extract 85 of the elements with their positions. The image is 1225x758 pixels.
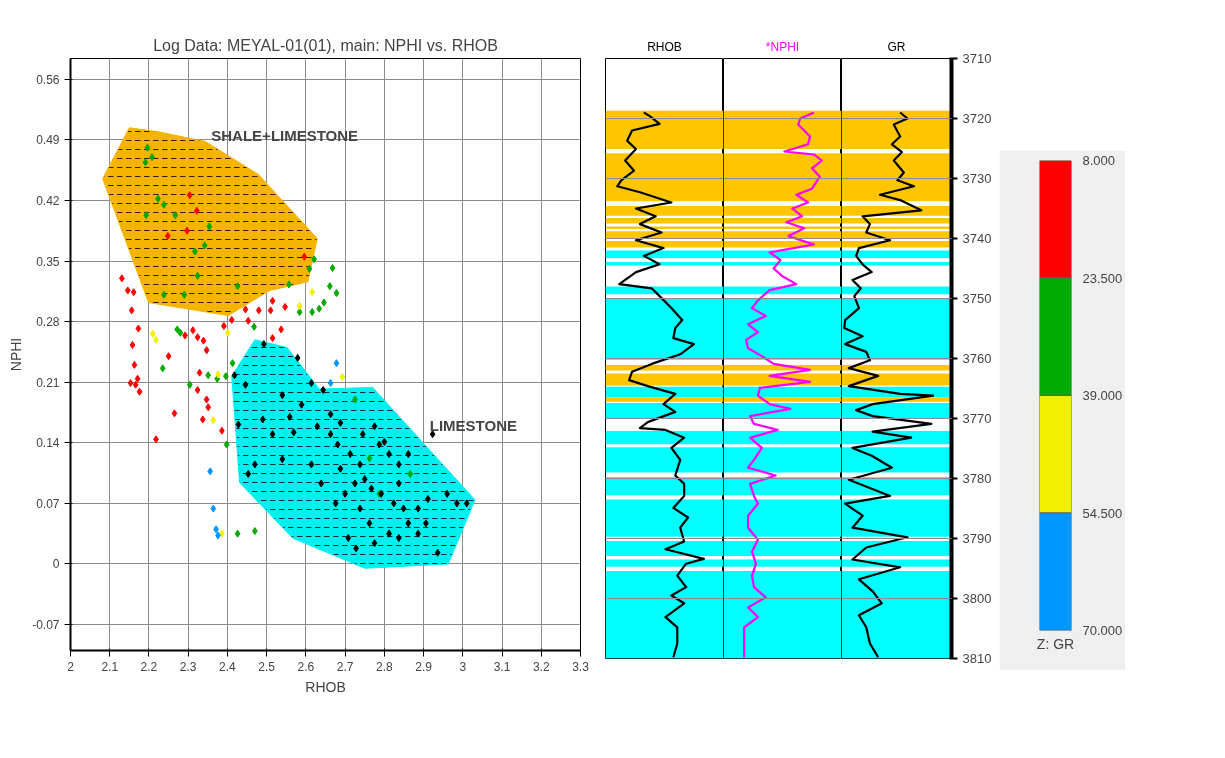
point [371, 422, 378, 431]
point [347, 450, 354, 459]
point [318, 479, 325, 488]
point [245, 469, 252, 478]
x-tick-label: 2.4 [219, 659, 237, 674]
x-tick-label: 3 [459, 659, 467, 674]
chart-title: Log Data: MEYAL-01(01), main: NPHI vs. RHOB [153, 36, 498, 54]
point [269, 430, 276, 439]
x-tick-label: 3.3 [572, 659, 590, 674]
point [366, 519, 373, 528]
x-tick-label: 2.3 [179, 659, 197, 674]
point [332, 499, 339, 508]
point [345, 533, 352, 542]
y-tick-label: 0.49 [36, 133, 60, 148]
point [279, 455, 286, 464]
x-tick-label: 2.9 [415, 659, 433, 674]
point [361, 475, 368, 484]
point [259, 415, 266, 424]
y-tick-label: 3760 [962, 351, 992, 366]
point [308, 379, 315, 388]
y-axis-title: NPHI [8, 337, 25, 372]
point [368, 484, 375, 493]
y-tick-label: 0 [52, 557, 60, 572]
color-bar-label: 54.500 [1082, 505, 1123, 521]
x-tick-label: 3.2 [532, 659, 550, 674]
point [294, 353, 301, 362]
point [337, 464, 344, 473]
point [235, 420, 242, 429]
point [286, 412, 293, 421]
chart-title: *NPHI [765, 39, 800, 54]
color-bar-label: 70.000 [1082, 623, 1123, 638]
color-bar-label: 39.000 [1082, 388, 1123, 403]
point [327, 410, 334, 419]
y-tick-label: 3770 [962, 411, 992, 426]
point [376, 440, 383, 449]
point [308, 460, 315, 469]
x-tick-label: 2.2 [140, 659, 158, 674]
y-tick-label: 3750 [962, 291, 992, 306]
y-tick-label: -0.07 [32, 618, 60, 633]
y-tick-label: 0.07 [36, 496, 60, 511]
y-tick-label: 0.56 [36, 72, 60, 87]
point [314, 422, 321, 431]
y-tick-label: 0.28 [36, 315, 60, 330]
point [327, 430, 334, 439]
x-tick-label: 3.1 [493, 659, 511, 674]
y-tick-label: 3800 [962, 591, 992, 606]
color-bar-title: Z: GR [1036, 635, 1075, 652]
y-tick-label: 0.35 [36, 254, 60, 269]
point [405, 519, 412, 528]
y-tick-label: 3780 [962, 471, 992, 486]
y-tick-label: 0.42 [36, 193, 60, 208]
x-tick-label: 2.6 [297, 659, 315, 674]
x-axis-title: RHOB [305, 678, 346, 695]
point [371, 539, 378, 548]
y-tick-label: 3790 [962, 531, 992, 546]
y-tick-label: 3720 [962, 111, 992, 126]
point [279, 391, 286, 400]
point [434, 548, 441, 557]
point [390, 499, 397, 508]
x-tick-label: 2.5 [258, 659, 276, 674]
point [298, 400, 305, 409]
color-bar-label: 8.000 [1082, 153, 1116, 168]
point [242, 380, 249, 389]
color-bar-label: 23.500 [1082, 270, 1123, 286]
y-tick-label: 3730 [962, 171, 992, 186]
chart-title: RHOB [647, 39, 682, 54]
x-tick-label: 2.7 [336, 659, 354, 674]
y-tick-label: 3710 [962, 51, 992, 66]
point [290, 428, 297, 437]
point [231, 371, 238, 380]
y-tick-label: 3810 [962, 651, 992, 666]
point [463, 499, 470, 508]
point [381, 437, 388, 446]
point [405, 450, 412, 459]
point [400, 504, 407, 513]
y-tick-label: 3740 [962, 231, 992, 246]
x-tick-label: 2 [67, 659, 75, 674]
x-tick-label: 2.8 [376, 659, 394, 674]
chart-title: GR [887, 39, 906, 54]
point [337, 418, 344, 427]
x-tick-label: 2.1 [101, 659, 119, 674]
y-tick-label: 0.21 [36, 375, 60, 390]
point [334, 440, 341, 449]
y-tick-label: 0.14 [36, 436, 60, 451]
point [359, 430, 366, 439]
